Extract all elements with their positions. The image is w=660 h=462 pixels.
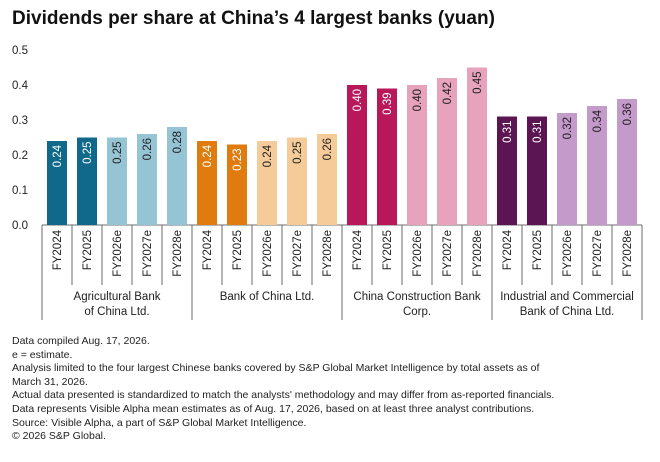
footnotes: Data compiled Aug. 17, 2026. e = estimate… (12, 335, 652, 444)
group-label: Industrial and Commercial (500, 291, 634, 303)
y-tick-label: 0.4 (12, 80, 29, 92)
bar (347, 85, 367, 225)
x-category-label: FY2025 (82, 230, 94, 270)
bar-value-label: 0.25 (292, 142, 304, 164)
bar (497, 116, 517, 225)
bar (77, 137, 97, 225)
bar-value-label: 0.40 (352, 89, 364, 111)
bar (407, 85, 427, 225)
x-category-label: FY2027e (442, 230, 454, 277)
bar-chart: 0.0 0.1 0.2 0.3 0.4 0.5 0.24 FY2024 0.25 FY2025 0.… (12, 45, 643, 320)
y-tick-label: 0.0 (12, 220, 28, 232)
footnote-line: Data represents Visible Alpha mean estim… (12, 402, 535, 415)
bar-value-label: 0.26 (142, 138, 154, 160)
x-category-label: FY2024 (352, 229, 364, 270)
bar-value-label: 0.28 (172, 131, 184, 153)
bar-value-label: 0.42 (442, 82, 454, 104)
bar (557, 113, 577, 225)
bar (287, 137, 307, 225)
x-category-label: FY2027e (142, 230, 154, 277)
x-category-label: FY2024 (502, 229, 514, 270)
y-tick-label: 0.5 (12, 45, 28, 57)
x-category-label: FY2028e (472, 230, 484, 277)
x-category-label: FY2028e (322, 230, 334, 277)
bar (107, 137, 127, 225)
group-label: Bank of China Ltd. (520, 306, 615, 318)
bar-value-label: 0.40 (412, 89, 424, 111)
bar-value-label: 0.32 (562, 117, 574, 139)
x-category-label: FY2026e (562, 230, 574, 277)
bar-value-label: 0.36 (622, 103, 634, 125)
bar-value-label: 0.24 (262, 144, 274, 167)
footnote-line: Source: Visible Alpha, a part of S&P Glo… (12, 416, 307, 429)
x-category-label: FY2025 (232, 230, 244, 270)
x-category-label: FY2024 (52, 229, 64, 270)
bar (167, 127, 187, 225)
bar-value-label: 0.24 (52, 144, 64, 167)
footnote-line: e = estimate. (12, 348, 73, 361)
bar-value-label: 0.34 (592, 109, 604, 132)
group-label: Bank of China Ltd. (220, 291, 315, 303)
group-label: Corp. (403, 306, 431, 318)
bar-value-label: 0.24 (202, 144, 214, 167)
x-category-label: FY2026e (112, 230, 124, 277)
group-label: of China Ltd. (84, 306, 149, 318)
bar (587, 106, 607, 225)
bar (47, 141, 67, 225)
group-label: China Construction Bank (353, 291, 480, 303)
bar (617, 99, 637, 225)
bar (437, 78, 457, 225)
bar-value-label: 0.23 (232, 149, 244, 171)
footnote-line: Actual data presented is standardized to… (12, 389, 555, 402)
x-category-label: FY2027e (292, 230, 304, 277)
bar (527, 116, 547, 225)
x-category-label: FY2028e (622, 230, 634, 277)
bar (137, 134, 157, 225)
x-category-label: FY2024 (202, 229, 214, 270)
bar-value-label: 0.39 (382, 93, 394, 115)
footnote-line: March 31, 2026. (12, 375, 88, 388)
group-label: Agricultural Bank (74, 291, 161, 303)
x-category-label: FY2028e (172, 230, 184, 277)
bar (317, 134, 337, 225)
y-tick-label: 0.1 (12, 185, 28, 197)
x-category-label: FY2026e (262, 230, 274, 277)
bar-value-label: 0.45 (472, 72, 484, 94)
x-category-label: FY2027e (592, 230, 604, 277)
footnote-line: Data compiled Aug. 17, 2026. (12, 335, 150, 347)
bar-value-label: 0.31 (502, 121, 514, 143)
y-tick-label: 0.3 (12, 115, 28, 127)
y-tick-label: 0.2 (12, 150, 28, 162)
bar (197, 141, 217, 225)
bar (227, 144, 247, 225)
bar-value-label: 0.31 (532, 121, 544, 143)
x-category-label: FY2026e (412, 230, 424, 277)
chart-title: Dividends per share at China’s 4 largest… (12, 8, 495, 29)
bar (467, 67, 487, 225)
x-category-label: FY2025 (532, 230, 544, 270)
bar (377, 88, 397, 225)
bar-value-label: 0.25 (82, 142, 94, 164)
bar-value-label: 0.25 (112, 142, 124, 164)
bar (257, 141, 277, 225)
bar-value-label: 0.26 (322, 138, 334, 160)
footnote-line: Analysis limited to the four largest Chi… (12, 362, 540, 375)
footnote-line: © 2026 S&P Global. (12, 430, 106, 443)
x-category-label: FY2025 (382, 230, 394, 270)
